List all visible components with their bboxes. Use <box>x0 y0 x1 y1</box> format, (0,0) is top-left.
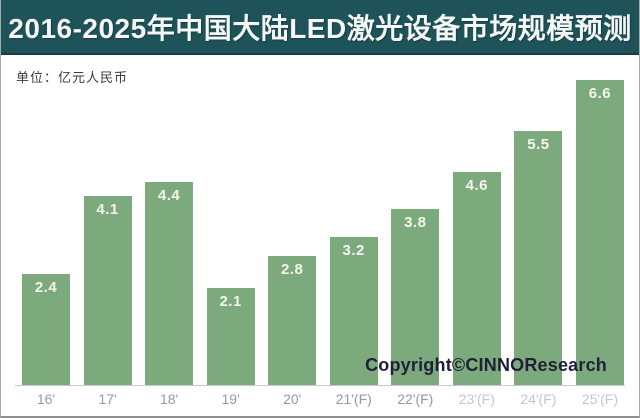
bar-value-label: 4.6 <box>465 177 488 195</box>
bar: 3.2 <box>329 237 378 385</box>
x-axis-label: 21'(F) <box>335 391 372 407</box>
bar: 6.6 <box>575 80 624 385</box>
chart-area: 单位：亿元人民币 2.4 4.1 4.4 2.1 2.8 3.2 3.8 4.6 5.5 6.6 … <box>1 55 639 416</box>
bar-value-label: 2.8 <box>281 260 304 278</box>
x-axis-label: 19' <box>221 391 240 407</box>
x-axis-label: 25'(F) <box>581 391 618 407</box>
bar: 2.4 <box>22 274 70 385</box>
bar-value-label: 5.5 <box>527 135 550 153</box>
x-axis-label: 16' <box>36 391 56 407</box>
bar: 4.1 <box>83 195 132 385</box>
bar: 3.8 <box>391 209 440 385</box>
bar: 4.4 <box>145 181 194 385</box>
bar-value-label: 2.4 <box>34 279 58 297</box>
x-axis-label: 24'(F) <box>520 391 557 407</box>
bar: 2.1 <box>206 288 255 385</box>
bar-value-label: 4.4 <box>157 186 181 204</box>
x-axis-line <box>15 385 625 386</box>
x-axis-labels: 16' 17' 18' 19' 20' 21'(F) 22'(F) 23'(F) 24'(F) 2… <box>22 391 624 411</box>
unit-label: 单位：亿元人民币 <box>16 70 129 85</box>
bar-value-label: 2.1 <box>219 293 242 310</box>
x-axis-label: 22'(F) <box>397 391 434 407</box>
bar: 2.8 <box>268 255 317 385</box>
bars: 2.4 4.1 4.4 2.1 2.8 3.2 3.8 4.6 5.5 6.6 <box>22 80 624 385</box>
x-axis-label: 23'(F) <box>458 391 495 407</box>
page-title: 2016-2025年中国大陆LED激光设备市场规模预测 <box>8 12 632 44</box>
copyright-watermark: Copyright©CINNOResearch <box>365 355 607 375</box>
bar: 4.6 <box>452 172 501 385</box>
x-axis-label: 18' <box>159 391 179 407</box>
title-bar: 2016-2025年中国大陆LED激光设备市场规模预测 <box>1 0 639 55</box>
bar: 5.5 <box>514 130 563 385</box>
bar-value-label: 3.8 <box>404 214 427 232</box>
bar-value-label: 6.6 <box>588 85 612 102</box>
x-axis-label: 17' <box>98 391 117 407</box>
bar-value-label: 3.2 <box>342 242 365 260</box>
x-axis-label: 20' <box>283 391 302 407</box>
bar-value-label: 4.1 <box>96 200 119 218</box>
